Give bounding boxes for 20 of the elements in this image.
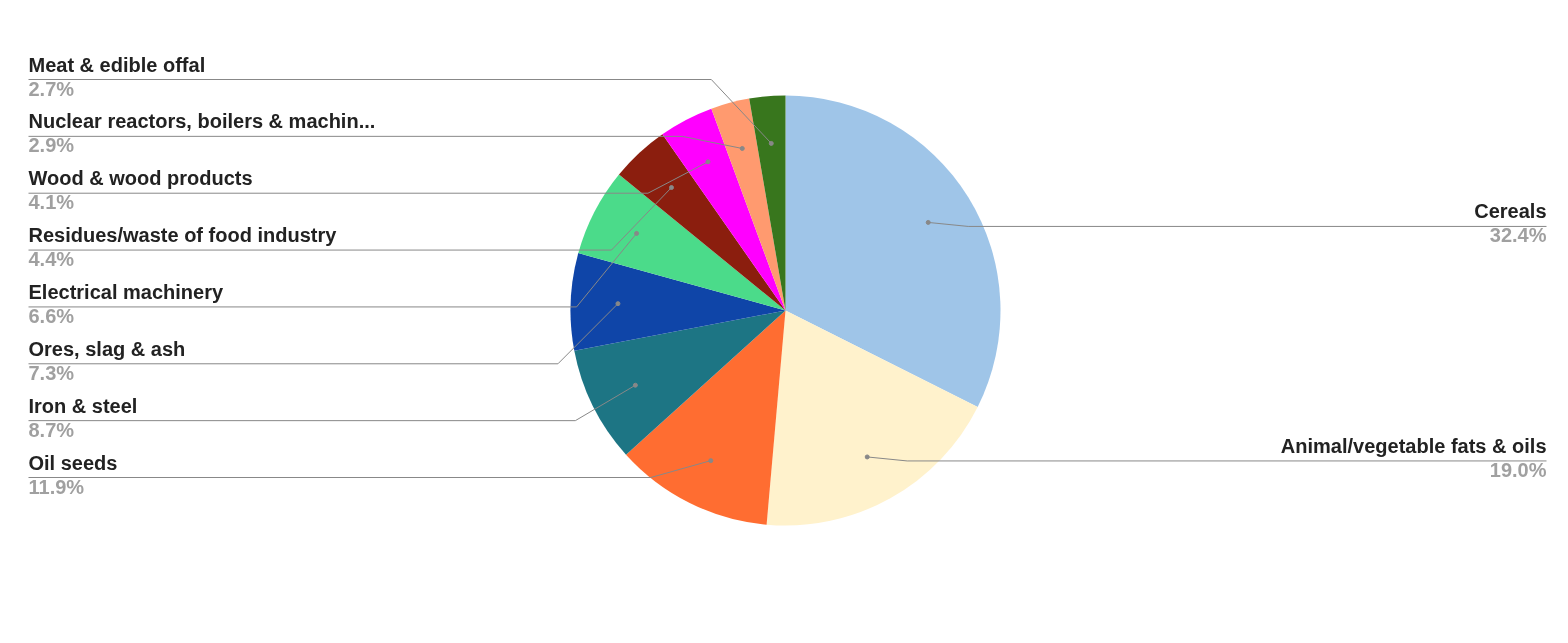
slice-label: Oil seeds: [28, 451, 118, 474]
slice-label: Meat & edible offal: [28, 53, 206, 76]
data-label: 8.7%: [28, 418, 75, 441]
data-label: 2.9%: [28, 134, 75, 157]
data-label: 32.4%: [1489, 224, 1547, 247]
data-label: 19.0%: [1489, 458, 1547, 481]
data-label: 6.6%: [28, 304, 75, 327]
data-label: 2.7%: [28, 77, 75, 100]
slice-label: Nuclear reactors, boilers & machin...: [28, 110, 376, 133]
data-label: 4.1%: [28, 191, 75, 214]
slice-label: Cereals: [1474, 200, 1547, 223]
slice-label: Iron & steel: [28, 394, 138, 417]
slice-label: Animal/vegetable fats & oils: [1280, 434, 1547, 457]
slice-label: Ores, slag & ash: [28, 337, 186, 360]
slice-label: Electrical machinery: [28, 280, 224, 303]
data-label: 7.3%: [28, 361, 75, 384]
data-label: 4.4%: [28, 248, 75, 271]
data-label: 11.9%: [28, 475, 85, 498]
slice-label: Residues/waste of food industry: [28, 224, 338, 247]
slice-label: Wood & wood products: [28, 167, 253, 190]
